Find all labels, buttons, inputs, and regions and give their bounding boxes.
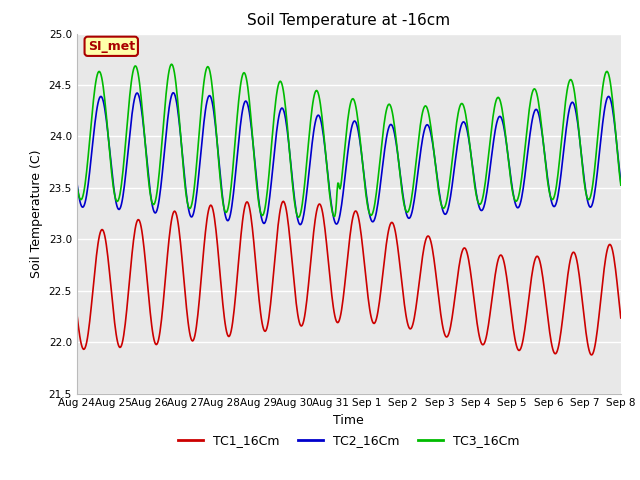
TC3_16Cm	[195, 137, 202, 143]
TC3_16Cm	[294, 215, 302, 220]
TC2_16Cm	[617, 180, 625, 185]
TC2_16Cm	[73, 179, 81, 185]
TC3_16Cm	[223, 208, 231, 214]
TC3_16Cm	[417, 122, 424, 128]
TC3_16Cm	[168, 61, 175, 67]
Title: Soil Temperature at -16cm: Soil Temperature at -16cm	[247, 13, 451, 28]
Line: TC2_16Cm: TC2_16Cm	[77, 93, 621, 225]
TC1_16Cm	[416, 276, 424, 282]
TC2_16Cm	[195, 173, 202, 179]
TC3_16Cm	[73, 182, 81, 188]
TC3_16Cm	[433, 169, 440, 175]
TC1_16Cm	[139, 233, 147, 239]
TC1_16Cm	[223, 329, 230, 335]
TC2_16Cm	[417, 151, 424, 157]
TC1_16Cm	[73, 310, 81, 316]
TC3_16Cm	[617, 182, 625, 188]
TC3_16Cm	[139, 111, 147, 117]
Y-axis label: Soil Temperature (C): Soil Temperature (C)	[30, 149, 43, 278]
X-axis label: Time: Time	[333, 414, 364, 427]
TC2_16Cm	[296, 222, 304, 228]
TC1_16Cm	[431, 268, 439, 274]
TC1_16Cm	[588, 352, 595, 358]
TC2_16Cm	[139, 116, 147, 121]
TC2_16Cm	[223, 218, 231, 224]
TC1_16Cm	[83, 339, 90, 345]
TC2_16Cm	[433, 167, 440, 172]
TC1_16Cm	[280, 198, 287, 204]
TC1_16Cm	[617, 315, 625, 321]
TC3_16Cm	[83, 168, 90, 174]
Line: TC1_16Cm: TC1_16Cm	[77, 201, 621, 355]
TC2_16Cm	[83, 192, 90, 198]
TC2_16Cm	[170, 90, 177, 96]
Legend: TC1_16Cm, TC2_16Cm, TC3_16Cm: TC1_16Cm, TC2_16Cm, TC3_16Cm	[173, 429, 525, 452]
TC1_16Cm	[194, 312, 202, 317]
Line: TC3_16Cm: TC3_16Cm	[77, 64, 621, 217]
Text: SI_met: SI_met	[88, 40, 135, 53]
